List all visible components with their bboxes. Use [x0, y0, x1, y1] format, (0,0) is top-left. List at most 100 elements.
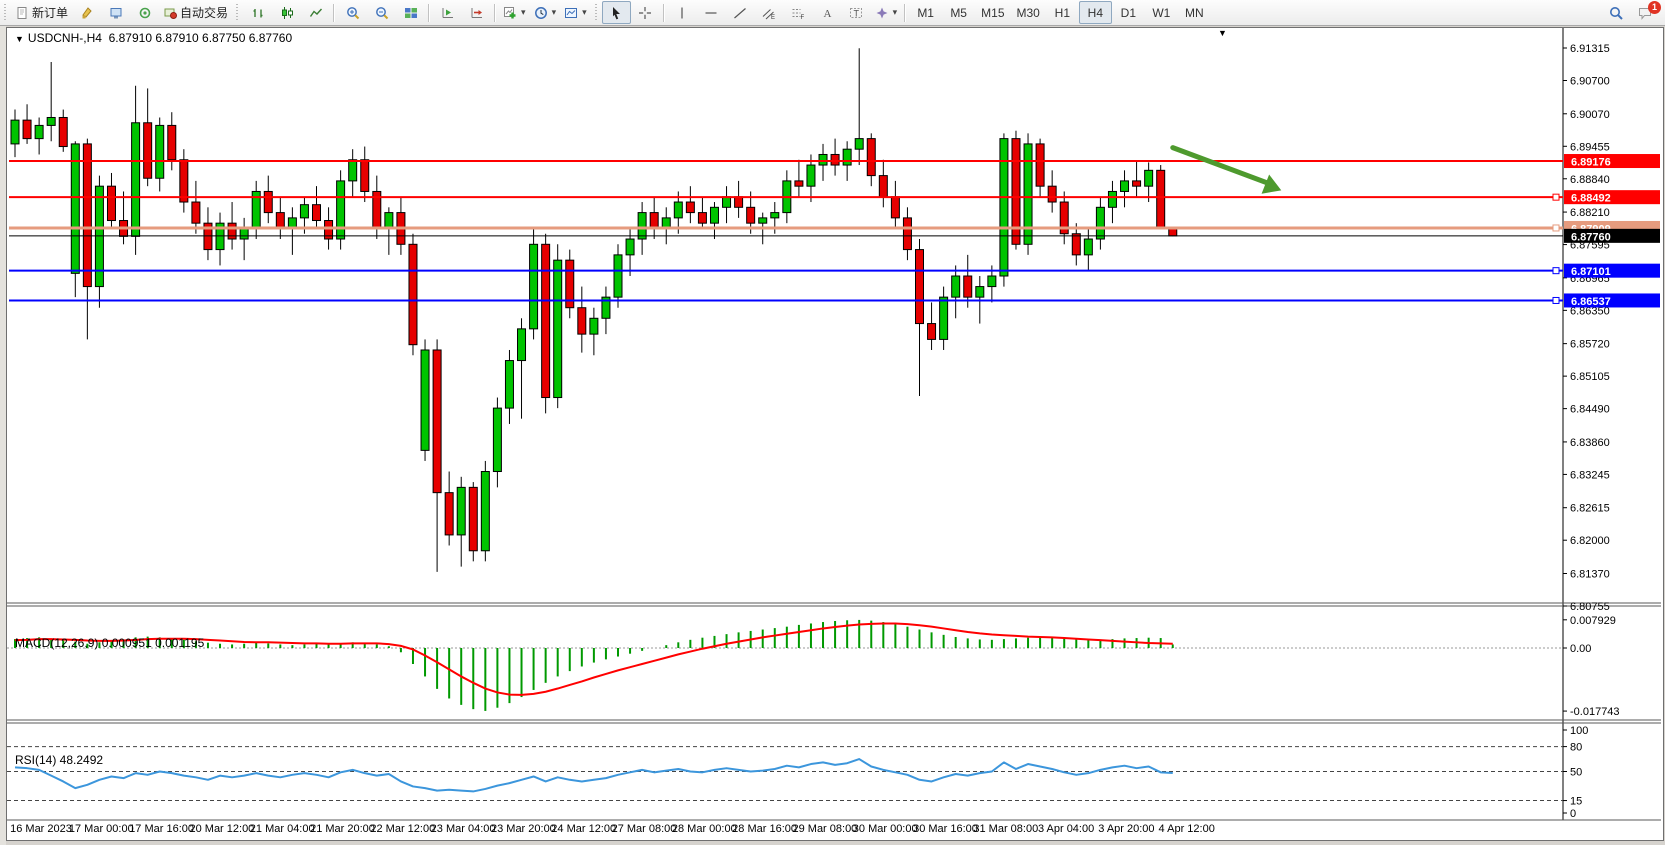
price-tick-label: 6.80755: [1570, 601, 1610, 613]
zoom-out-button[interactable]: [367, 1, 396, 24]
text-button[interactable]: A: [813, 1, 842, 24]
crosshair-button[interactable]: [631, 1, 660, 24]
price-flag: [1564, 190, 1660, 205]
template-icon: [565, 7, 578, 18]
shapes-button[interactable]: ▾: [871, 1, 902, 24]
auto-trading-button-label: 自动交易: [180, 6, 229, 20]
signals-button[interactable]: [130, 1, 159, 24]
horizontal-lines[interactable]: 6.891766.884926.879096.877606.871016.865…: [9, 154, 1660, 308]
chart-window[interactable]: ▼ USDCNH-,H4 6.87910 6.87910 6.87750 6.87…: [6, 27, 1664, 841]
zoom-in-button[interactable]: [338, 1, 367, 24]
date-label: 21 Mar 04:00: [250, 823, 315, 835]
window-edge: [0, 26, 6, 845]
search-button[interactable]: [1601, 1, 1630, 24]
chevron-down-icon[interactable]: ▾: [521, 7, 526, 17]
equidistant-channel-button[interactable]: E: [755, 1, 784, 24]
charts-style-button[interactable]: [72, 1, 101, 24]
timeframe-m15-button[interactable]: M15: [981, 5, 1005, 20]
price-tick-label: 6.84490: [1570, 404, 1610, 416]
tiles-icon: [404, 7, 417, 18]
label-button[interactable]: T: [842, 1, 871, 24]
chevron-down-icon[interactable]: ▾: [892, 7, 898, 17]
price-flag-label: 6.86537: [1571, 296, 1611, 308]
date-label: 28 Mar 00:00: [672, 823, 737, 835]
paint-icon: [81, 6, 92, 18]
timeframe-m5-button[interactable]: M5: [950, 5, 967, 20]
chevron-down-icon[interactable]: ▾: [582, 7, 587, 17]
timeframe-m30-button[interactable]: M30: [1016, 5, 1040, 20]
toolbar-grip[interactable]: [234, 3, 242, 22]
tile-windows-button[interactable]: [396, 1, 425, 24]
trendline-button[interactable]: [726, 1, 755, 24]
annotation-arrow[interactable]: [1170, 145, 1282, 194]
price-tick-label: 6.89455: [1570, 141, 1610, 153]
hline-anchor[interactable]: [1552, 224, 1560, 232]
price-tick-label: 6.90700: [1570, 75, 1610, 87]
timeframe-m1-button[interactable]: M1: [917, 5, 934, 20]
price-tick-label: 6.90070: [1570, 109, 1610, 121]
cursor-button[interactable]: [601, 1, 631, 24]
date-label: 3 Apr 04:00: [1038, 823, 1094, 835]
shift-icon: [442, 7, 453, 18]
templates-button[interactable]: ▾: [560, 1, 591, 24]
notifications-button[interactable]: 1: [1630, 1, 1661, 24]
date-label: 22 Mar 12:00: [370, 823, 435, 835]
rsi-axis-label: 80: [1570, 742, 1582, 754]
autotrade-icon: [164, 8, 178, 19]
rsi-indicator-label: RSI(14) 48.2492: [15, 753, 104, 767]
chevron-down-icon[interactable]: ▾: [551, 7, 557, 17]
macd-axis-label: 0.007929: [1570, 615, 1616, 627]
line-chart-button[interactable]: [301, 1, 330, 24]
hline-anchor[interactable]: [1552, 267, 1560, 275]
linechart-icon: [309, 8, 322, 17]
svg-text:E: E: [771, 15, 775, 20]
auto-trading-button[interactable]: 自动交易: [159, 1, 232, 24]
main-toolbar: 新订单 自动交易 ▾ ▾ ▾ E F A T ▾ M1 M5 M15 M30 H1 H4 D1 W1 MN 1: [0, 0, 1665, 26]
svg-text:A: A: [824, 8, 832, 20]
date-label: 16 Mar 2023: [10, 823, 72, 835]
fibonacci-button[interactable]: F: [784, 1, 813, 24]
price-tick-label: 6.85720: [1570, 339, 1610, 351]
metaeditor-button[interactable]: [101, 1, 130, 24]
toolbar-grip[interactable]: [2, 3, 9, 22]
candlestick-chart-button[interactable]: [272, 1, 301, 24]
svg-text:F: F: [801, 15, 805, 20]
hline-anchor[interactable]: [1552, 193, 1560, 201]
horizontal-line-button[interactable]: [697, 1, 726, 24]
crosshair-icon: [639, 6, 652, 19]
toolbar-separator: [904, 3, 907, 22]
candles-icon: [281, 6, 293, 19]
new-chart-button[interactable]: ▾: [499, 1, 530, 24]
newchart-icon: [504, 6, 516, 18]
chart-canvas[interactable]: 6.91315 6.90700 6.90070 6.89455 6.88840 6.882…: [7, 28, 1661, 838]
bar-chart-button[interactable]: [243, 1, 272, 24]
textA-icon: A: [824, 8, 832, 20]
hline-icon: [705, 11, 717, 14]
magnifier-icon: [1609, 6, 1623, 20]
chart-title: ▼ USDCNH-,H4 6.87910 6.87910 6.87750 6.87…: [15, 31, 292, 45]
timeframe-d1-button[interactable]: D1: [1120, 5, 1137, 20]
date-label: 21 Mar 20:00: [310, 823, 375, 835]
toolbar-grip[interactable]: [592, 3, 600, 22]
vertical-line-button[interactable]: [668, 1, 697, 24]
periods-button[interactable]: ▾: [530, 1, 561, 24]
one-click-arrow-icon[interactable]: ▼: [1218, 28, 1227, 38]
price-tick-label: 6.82615: [1570, 503, 1610, 515]
new-order-button[interactable]: 新订单: [11, 1, 72, 24]
chart-menu-icon[interactable]: ▼: [15, 34, 24, 44]
price-flag: [1564, 228, 1660, 243]
timeframe-h4-button[interactable]: H4: [1078, 1, 1112, 24]
hline-anchor[interactable]: [1552, 296, 1560, 304]
toolbar-separator: [494, 3, 497, 22]
zoomout-icon: [375, 6, 388, 19]
timeframe-h1-button[interactable]: H1: [1054, 5, 1071, 20]
macd-axis-label: -0.017743: [1570, 706, 1620, 718]
macd-panel: 0.007929 0.00 -0.017743: [7, 615, 1620, 718]
auto-scroll-button[interactable]: [462, 1, 491, 24]
price-axis[interactable]: 6.91315 6.90700 6.90070 6.89455 6.88840 6.882…: [1563, 43, 1610, 613]
chart-shift-button[interactable]: [433, 1, 462, 24]
timeframe-w1-button[interactable]: W1: [1152, 5, 1171, 20]
timeframe-mn-button[interactable]: MN: [1185, 5, 1204, 20]
macd-indicator-label: MACD(12,26,9) 0.000951 0.001195: [15, 636, 205, 650]
